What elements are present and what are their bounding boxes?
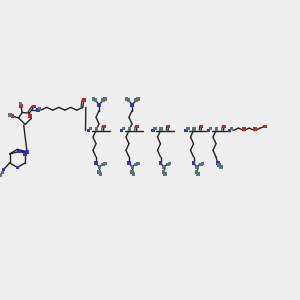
Bar [127,98,130,102]
Bar [192,161,195,165]
Bar [230,127,233,130]
Bar [8,113,12,117]
Bar [228,129,231,132]
Bar [19,104,23,108]
Bar [207,129,210,132]
Bar [199,163,202,166]
Bar [87,129,90,132]
Bar [102,125,106,128]
Bar [162,166,166,169]
Bar [38,107,41,110]
Bar [186,127,190,130]
Bar [195,170,198,174]
Bar [200,125,203,128]
Bar [17,150,21,153]
Bar [32,105,36,108]
Bar [0,173,2,177]
Bar [195,166,199,169]
Bar [130,170,134,174]
Bar [88,127,92,130]
Bar [242,127,246,131]
Bar [98,166,101,169]
Bar [122,127,125,130]
Bar [25,150,29,154]
Bar [167,125,170,128]
Bar [263,124,267,128]
Bar [125,97,128,101]
Bar [215,127,218,130]
Bar [134,163,138,166]
Bar [120,129,123,132]
Bar [127,161,131,165]
Bar [135,125,139,128]
Bar [16,166,19,169]
Bar [1,171,4,174]
Bar [162,170,165,174]
Bar [222,125,226,128]
Bar [159,161,162,165]
Bar [103,162,107,165]
Bar [136,97,140,101]
Bar [216,161,220,165]
Bar [134,98,138,102]
Bar [166,163,169,166]
Bar [103,97,106,101]
Bar [23,152,27,156]
Bar [11,114,14,118]
Bar [28,114,32,118]
Bar [136,162,140,165]
Bar [168,162,171,165]
Bar [208,127,212,130]
Bar [217,163,221,167]
Bar [151,129,155,132]
Bar [219,165,223,169]
Bar [130,103,134,106]
Bar [94,98,97,102]
Bar [201,162,204,165]
Bar [97,170,101,174]
Bar [92,97,95,101]
Bar [36,108,40,112]
Bar [131,166,134,169]
Bar [101,163,105,166]
Bar [163,172,167,176]
Bar [99,172,102,176]
Bar [184,129,188,132]
Bar [192,127,196,130]
Bar [153,127,157,130]
Bar [101,98,105,102]
Bar [2,168,5,171]
Bar [82,98,85,102]
Bar [132,172,135,176]
Bar [19,102,22,105]
Bar [128,127,131,130]
Bar [95,127,98,130]
Bar [97,103,101,106]
Bar [196,172,200,176]
Bar [253,127,256,131]
Bar [94,161,98,165]
Bar [159,127,163,130]
